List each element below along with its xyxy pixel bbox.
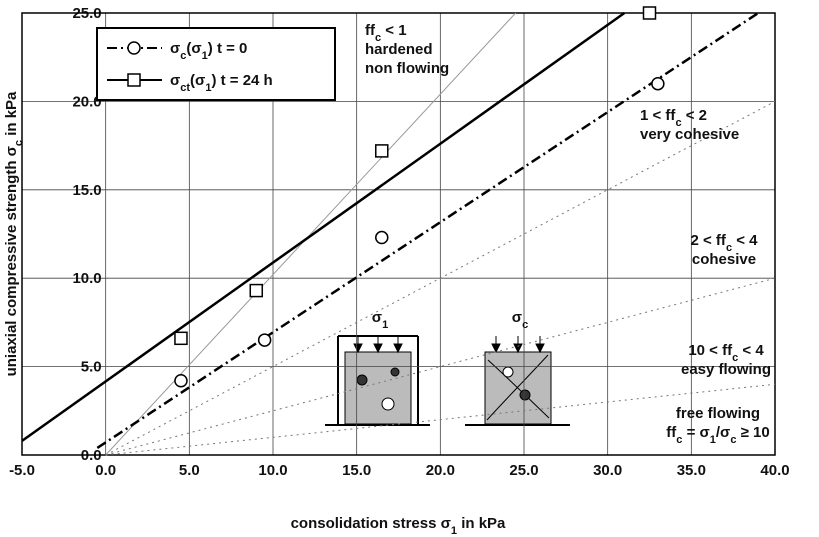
- fit-line: [96, 11, 759, 449]
- annotation: σ1: [372, 309, 388, 331]
- annotation-part: σ: [512, 309, 522, 326]
- x-tick-label: 5.0: [179, 462, 200, 479]
- annotation-part: σ: [372, 309, 382, 326]
- x-tick-label: 25.0: [509, 462, 538, 479]
- x-tick-label: 0.0: [95, 462, 116, 479]
- annotation-part: hardened: [365, 41, 433, 58]
- data-point: [174, 331, 188, 346]
- annotation: cohesive: [692, 251, 756, 268]
- annotation-part: = σ: [682, 424, 709, 441]
- cell-diagrams: [325, 335, 570, 426]
- legend-label-part: ct: [180, 82, 190, 94]
- reference-line: [105, 12, 516, 456]
- y-axis-title-part: uniaxial compressive strength σ: [3, 146, 20, 376]
- annotation: 10 < ffc < 4: [688, 342, 764, 364]
- data-point: [642, 6, 657, 20]
- annotation-part: free flowing: [676, 405, 760, 422]
- legend-label-part: ) t = 0: [208, 40, 248, 57]
- annotation-part: < 4: [732, 232, 758, 249]
- annotation-part: 1: [382, 319, 388, 331]
- plot-frame: [21, 12, 776, 456]
- data-point: [249, 283, 264, 298]
- y-tick-label: 15.0: [72, 182, 101, 199]
- legend-label-part: (σ: [190, 72, 205, 89]
- annotation-part: c: [732, 352, 738, 364]
- annotation: hardened: [365, 41, 433, 58]
- x-axis-title: consolidation stress σ1 in kPa: [291, 515, 506, 537]
- annotation-part: c: [726, 242, 732, 254]
- annotation: σc: [512, 309, 528, 331]
- y-tick-label: 5.0: [81, 359, 102, 376]
- x-tick-label: 40.0: [760, 462, 789, 479]
- annotation: 2 < ffc < 4: [691, 232, 759, 254]
- annotation-part: c: [675, 117, 681, 129]
- legend-label-part: 1: [202, 50, 208, 62]
- reference-line: [105, 383, 776, 456]
- annotation: very cohesive: [640, 126, 739, 143]
- legend-label-part: c: [180, 50, 186, 62]
- y-tick-label: 10.0: [72, 270, 101, 287]
- legend-marker: [127, 73, 141, 87]
- annotation-part: c: [730, 434, 736, 446]
- annotation-part: /σ: [716, 424, 730, 441]
- legend-label: σc(σ1) t = 0: [170, 40, 247, 62]
- x-tick-label: 35.0: [677, 462, 706, 479]
- legend-label-part: σ: [170, 40, 180, 57]
- annotation-part: very cohesive: [640, 126, 739, 143]
- annotation-part: < 2: [682, 107, 707, 124]
- legend-label-part: ) t = 24 h: [211, 72, 272, 89]
- annotation: ffc < 1: [365, 22, 407, 44]
- fit-line: [21, 11, 626, 442]
- annotation-part: non flowing: [365, 60, 449, 77]
- data-point: [375, 144, 389, 158]
- x-tick-label: -5.0: [9, 462, 35, 479]
- annotation: 1 < ffc < 2: [640, 107, 707, 129]
- legend-label-part: 1: [205, 82, 211, 94]
- reference-line: [105, 100, 776, 456]
- legend-marker: [127, 41, 141, 55]
- y-tick-label: 20.0: [72, 93, 101, 110]
- annotation-part: c: [522, 319, 528, 331]
- annotation-part: ff: [666, 424, 677, 441]
- annotation: non flowing: [365, 60, 449, 77]
- x-tick-label: 10.0: [258, 462, 287, 479]
- annotation: easy flowing: [681, 361, 771, 378]
- annotation-part: ≥ 10: [736, 424, 769, 441]
- x-tick-label: 30.0: [593, 462, 622, 479]
- annotation-part: 1: [710, 434, 716, 446]
- annotation: free flowing: [676, 405, 760, 422]
- data-point: [651, 76, 665, 91]
- y-axis-title-part: in kPa: [3, 91, 20, 140]
- y-axis-title: uniaxial compressive strength σc in kPa: [3, 91, 25, 376]
- data-point: [375, 230, 389, 245]
- annotation-part: c: [375, 32, 381, 44]
- x-tick-label: 20.0: [426, 462, 455, 479]
- data-point: [174, 373, 188, 388]
- x-axis-title-part: 1: [451, 525, 457, 537]
- reference-line: [105, 277, 776, 456]
- annotation-part: 2 < ff: [691, 232, 727, 249]
- legend-label-part: (σ: [186, 40, 201, 57]
- annotation: ffc = σ1/σc ≥ 10: [666, 424, 769, 446]
- annotation-part: 1 < ff: [640, 107, 676, 124]
- annotation-part: < 4: [738, 342, 764, 359]
- data-point: [257, 333, 272, 347]
- x-axis-title-part: consolidation stress σ: [291, 515, 451, 532]
- annotation-part: 10 < ff: [688, 342, 733, 359]
- x-tick-label: 15.0: [342, 462, 371, 479]
- annotation-part: < 1: [381, 22, 406, 39]
- legend-label-part: σ: [170, 72, 180, 89]
- annotation-part: easy flowing: [681, 361, 771, 378]
- annotation-part: cohesive: [692, 251, 756, 268]
- x-axis-title-part: in kPa: [457, 515, 506, 532]
- legend-label: σct(σ1) t = 24 h: [170, 72, 273, 94]
- legend-box: [96, 27, 336, 101]
- annotation-part: ff: [365, 22, 376, 39]
- annotation-part: c: [676, 434, 682, 446]
- y-axis-title-part: c: [13, 140, 25, 146]
